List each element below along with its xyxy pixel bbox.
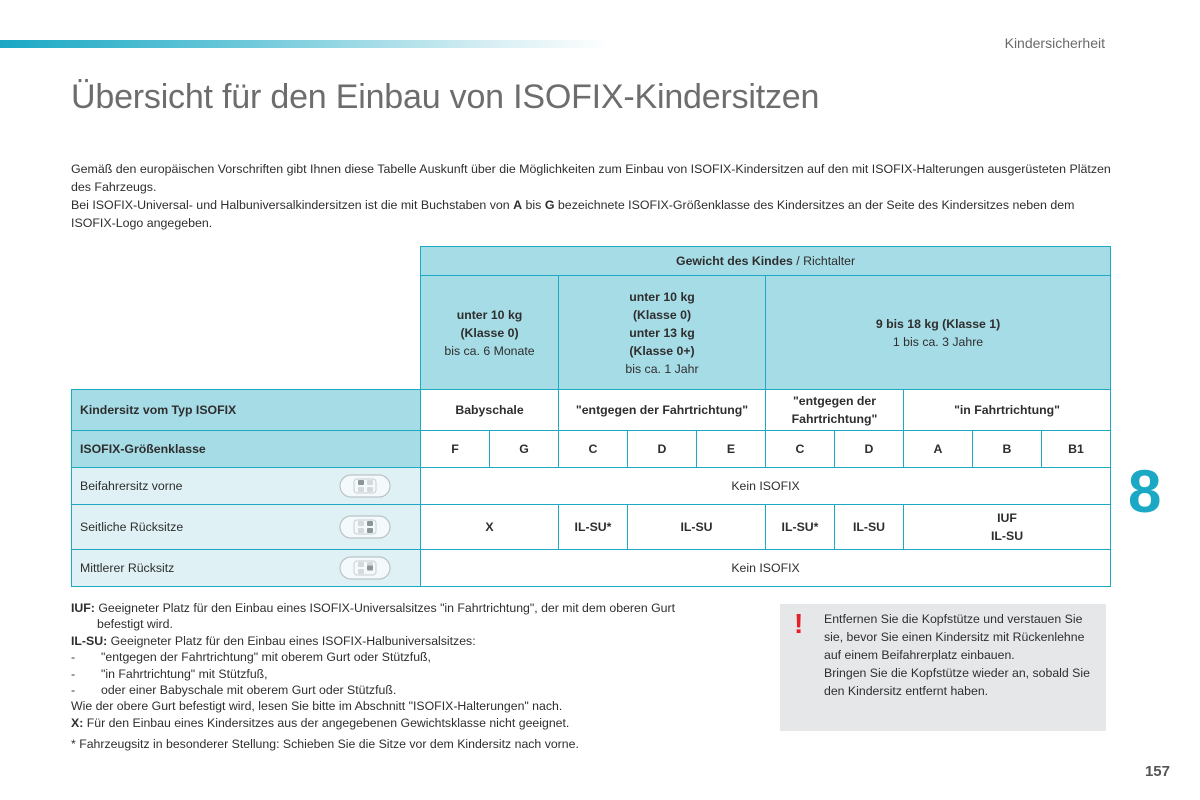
seat-outer-rear: Seitliche Rücksitze xyxy=(71,504,421,550)
size-class-cell: E xyxy=(696,430,766,468)
note-upper-belt: Wie der obere Gurt befestigt wird, lesen… xyxy=(71,699,563,714)
size-class-cell: B1 xyxy=(1040,430,1112,468)
car-seat-diagram-icon xyxy=(339,515,391,539)
type-row-label: Kindersitz vom Typ ISOFIX xyxy=(71,389,421,431)
isofix-table: Gewicht des Kindes / Richtalter unter 10… xyxy=(71,246,1112,587)
seat-label: Beifahrersitz vorne xyxy=(80,479,183,493)
header-accent-bar xyxy=(0,40,610,48)
outer-rear-ilsu: IL-SU xyxy=(627,504,766,550)
seat-middle-rear: Mittlerer Rücksitz xyxy=(71,549,421,587)
weight-header: Gewicht des Kindes / Richtalter xyxy=(419,246,1112,276)
intro-paragraph-1: Gemäß den europäischen Vorschriften gibt… xyxy=(71,162,1111,194)
size-class-cell: D xyxy=(627,430,697,468)
outer-rear-x: X xyxy=(420,504,559,550)
weight-group-1: unter 10 kg (Klasse 0) bis ca. 6 Monate xyxy=(420,275,559,390)
car-seat-diagram-icon xyxy=(339,556,391,580)
seat-label: Mittlerer Rücksitz xyxy=(80,561,175,575)
intro-paragraph-2: Bei ISOFIX-Universal- und Halbuniversalk… xyxy=(71,198,1075,230)
middle-rear-value: Kein ISOFIX xyxy=(419,549,1112,587)
size-class-cell: C xyxy=(765,430,835,468)
warning-paragraph-2: Bringen Sie die Kopfstütze wieder an, so… xyxy=(824,666,1090,698)
outer-rear-iuf: IUF IL-SU xyxy=(902,504,1112,550)
table-corner xyxy=(71,246,421,276)
note-ilsu-item: - oder einer Babyschale mit oberem Gurt o… xyxy=(71,683,397,698)
intro-text: Gemäß den europäischen Vorschriften gibt… xyxy=(71,160,1111,232)
size-class-cell: B xyxy=(972,430,1042,468)
warning-box: ! Entfernen Sie die Kopfstütze und verst… xyxy=(780,604,1106,731)
page-number: 157 xyxy=(1144,763,1170,780)
type-babyschale: Babyschale xyxy=(420,389,559,431)
note-x: X: Für den Einbau eines Kindersitzes aus… xyxy=(71,715,570,730)
type-rear-facing-1: "entgegen der Fahrtrichtung" xyxy=(558,389,766,431)
page-title: Übersicht für den Einbau von ISOFIX-Kind… xyxy=(71,78,820,116)
warning-icon: ! xyxy=(794,608,804,639)
footnote: * Fahrzeugsitz in besonderer Stellung: S… xyxy=(71,737,579,751)
front-passenger-value: Kein ISOFIX xyxy=(419,467,1112,505)
warning-text: Entfernen Sie die Kopfstütze und verstau… xyxy=(824,610,1096,700)
weight-group-3: 9 bis 18 kg (Klasse 1) 1 bis ca. 3 Jahre xyxy=(764,275,1112,390)
type-forward-facing: "in Fahrtrichtung" xyxy=(902,389,1112,431)
warning-paragraph-1: Entfernen Sie die Kopfstütze und verstau… xyxy=(824,612,1085,662)
outer-rear-ilsu-star: IL-SU* xyxy=(765,504,835,550)
note-iuf: IUF: Geeigneter Platz für den Einbau ein… xyxy=(71,601,676,615)
note-ilsu-item: - "in Fahrtrichtung" mit Stützfuß, xyxy=(71,666,268,681)
car-seat-diagram-icon xyxy=(339,474,391,498)
section-title: Kindersicherheit xyxy=(1004,35,1105,51)
chapter-number: 8 xyxy=(1128,458,1162,525)
seat-front-passenger: Beifahrersitz vorne xyxy=(71,467,421,505)
type-rear-facing-2: "entgegen der Fahrtrichtung" xyxy=(765,389,904,431)
size-class-cell: F xyxy=(420,430,490,468)
outer-rear-ilsu-star: IL-SU* xyxy=(558,504,628,550)
weight-group-2: unter 10 kg (Klasse 0) unter 13 kg (Klas… xyxy=(558,275,766,390)
size-class-cell: D xyxy=(834,430,904,468)
table-corner-2 xyxy=(71,275,421,390)
outer-rear-ilsu: IL-SU xyxy=(834,504,904,550)
size-row-label: ISOFIX-Größenklasse xyxy=(71,430,421,468)
seat-label: Seitliche Rücksitze xyxy=(80,520,184,534)
size-class-cell: G xyxy=(489,430,559,468)
size-class-cell: A xyxy=(903,430,973,468)
note-ilsu-item: - "entgegen der Fahrtrichtung" mit oberem… xyxy=(71,650,431,665)
size-class-cell: C xyxy=(558,430,628,468)
note-ilsu: IL-SU: Geeigneter Platz für den Einbau e… xyxy=(71,633,476,648)
legend-notes: IUF: Geeigneter Platz für den Einbau ein… xyxy=(71,600,761,731)
note-iuf-cont: befestigt wird. xyxy=(97,617,173,632)
